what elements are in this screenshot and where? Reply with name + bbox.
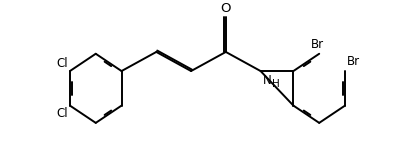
Text: Br: Br	[311, 38, 324, 51]
Text: Cl: Cl	[56, 57, 68, 70]
Text: Cl: Cl	[56, 106, 68, 119]
Text: O: O	[221, 2, 231, 15]
Text: Br: Br	[347, 55, 360, 68]
Text: N: N	[263, 74, 271, 87]
Text: H: H	[271, 79, 279, 89]
